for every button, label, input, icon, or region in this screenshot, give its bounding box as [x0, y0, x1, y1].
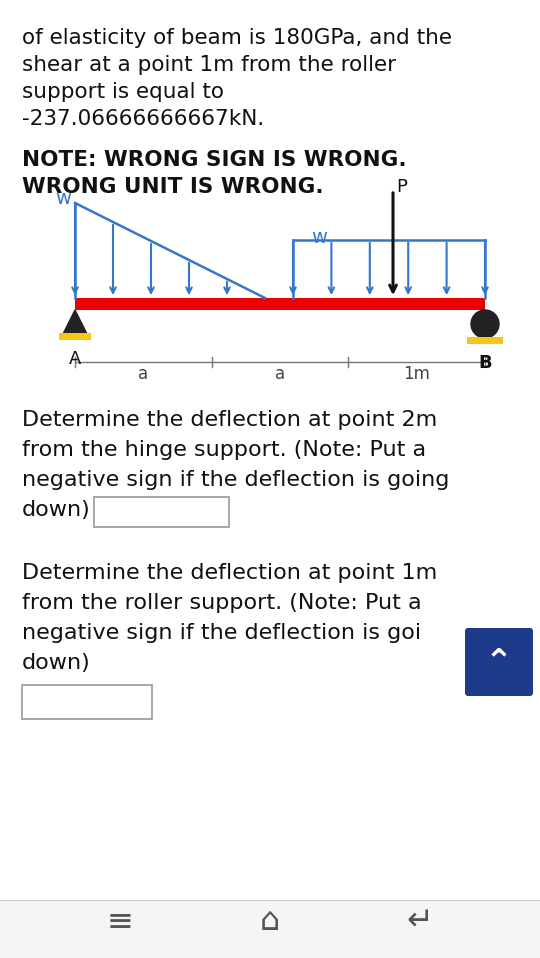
- Bar: [59, 333, 91, 340]
- Text: of elasticity of beam is 180GPa, and the: of elasticity of beam is 180GPa, and the: [22, 28, 452, 48]
- Text: a: a: [138, 365, 149, 383]
- Text: w: w: [311, 228, 327, 247]
- Text: negative sign if the deflection is goi: negative sign if the deflection is goi: [22, 623, 421, 643]
- Text: A: A: [69, 350, 81, 368]
- FancyBboxPatch shape: [465, 628, 533, 696]
- Text: ⌂: ⌂: [260, 906, 280, 938]
- Bar: [22, 685, 152, 719]
- Text: from the hinge support. (Note: Put a: from the hinge support. (Note: Put a: [22, 440, 426, 460]
- Text: B: B: [478, 354, 492, 372]
- Text: WRONG UNIT IS WRONG.: WRONG UNIT IS WRONG.: [22, 176, 323, 196]
- Text: Determine the deflection at point 2m: Determine the deflection at point 2m: [22, 410, 437, 430]
- Text: w: w: [55, 189, 71, 208]
- Text: down): down): [22, 500, 91, 520]
- Text: from the roller support. (Note: Put a: from the roller support. (Note: Put a: [22, 593, 422, 613]
- Text: negative sign if the deflection is going: negative sign if the deflection is going: [22, 470, 449, 490]
- Text: 1m: 1m: [403, 365, 430, 383]
- Bar: [75, 298, 485, 310]
- Bar: [467, 337, 503, 344]
- Text: Determine the deflection at point 1m: Determine the deflection at point 1m: [22, 563, 437, 583]
- Text: -237.06666666667kN.: -237.06666666667kN.: [22, 109, 264, 129]
- Text: support is equal to: support is equal to: [22, 82, 224, 102]
- Bar: [0, 900, 540, 958]
- Circle shape: [471, 310, 499, 338]
- Text: a: a: [275, 365, 285, 383]
- Text: NOTE: WRONG SIGN IS WRONG.: NOTE: WRONG SIGN IS WRONG.: [22, 149, 407, 170]
- Bar: [94, 497, 229, 527]
- Text: ≡: ≡: [106, 906, 133, 938]
- Text: P: P: [396, 178, 407, 196]
- Polygon shape: [63, 310, 87, 334]
- Text: ↵: ↵: [407, 906, 434, 938]
- Text: ⌃: ⌃: [485, 646, 513, 678]
- Text: down): down): [22, 653, 91, 673]
- Text: shear at a point 1m from the roller: shear at a point 1m from the roller: [22, 55, 396, 75]
